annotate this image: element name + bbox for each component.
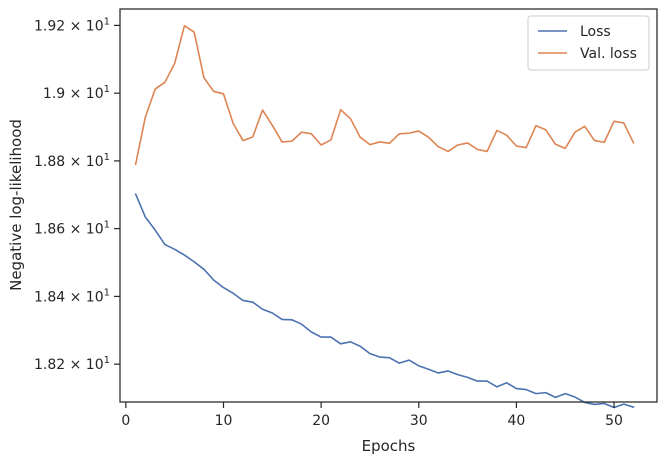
y-tick-label: 1.84 × 101 [34,287,110,305]
x-tick-label: 20 [312,413,330,429]
y-axis: 1.82 × 101 1.84 × 101 1.86 × 101 1.88 × 101… [34,16,120,373]
x-tick-label: 10 [215,413,233,429]
x-axis: 0 10 20 30 40 50 [121,402,623,429]
y-tick-label: 1.86 × 101 [34,220,110,238]
y-tick-label: 1.82 × 101 [34,355,110,373]
x-axis-label: Epochs [362,437,416,455]
series-layer [134,24,635,409]
legend-label-loss: Loss [580,24,611,40]
y-tick-label: 1.92 × 101 [34,16,110,34]
plot-area [120,9,657,402]
legend-box [527,15,650,71]
y-axis-label: Negative log-likelihood [7,119,25,291]
x-tick-label: 0 [121,413,130,429]
series-line-loss [134,193,635,409]
plot-frame [119,8,658,403]
series-line-val-loss [134,24,635,166]
x-tick-label: 50 [605,413,623,429]
x-tick-label: 40 [507,413,525,429]
legend-label-val-loss: Val. loss [580,46,637,62]
legend: Loss Val. loss [527,15,650,71]
x-tick-label: 30 [410,413,428,429]
y-tick-label: 1.9 × 101 [43,84,110,102]
y-tick-label: 1.88 × 101 [34,152,110,170]
